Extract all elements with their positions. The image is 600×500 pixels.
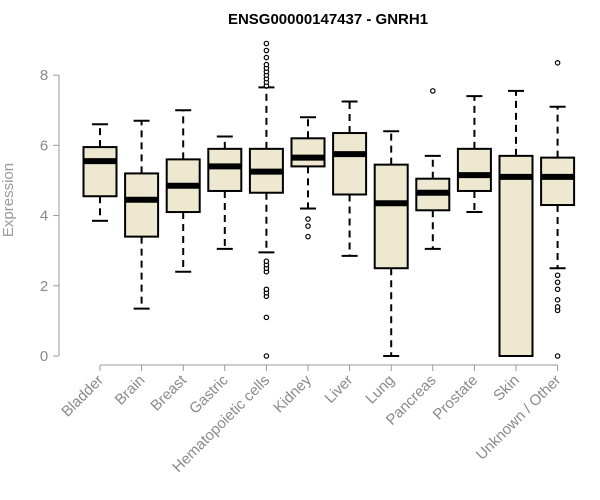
iqr-box — [540, 156, 576, 207]
box-bladder — [82, 123, 118, 222]
outlier-point — [554, 353, 561, 359]
y-tick-label: 0 — [40, 348, 48, 365]
y-axis-label: Expression — [0, 163, 17, 237]
outlier-point — [554, 286, 561, 293]
outlier-point — [263, 47, 270, 54]
x-tick-label: Brain — [112, 372, 149, 409]
iqr-box — [498, 154, 534, 357]
outlier-point — [554, 60, 561, 66]
y-tick-label: 8 — [40, 67, 48, 84]
chart-title: ENSG00000147437 - GNRH1 — [228, 11, 428, 28]
box-kidney — [290, 116, 326, 240]
outlier-point — [554, 272, 561, 279]
iqr-box — [207, 147, 243, 192]
box-hematopoietic-cells — [248, 40, 284, 359]
x-tick-label: Breast — [147, 371, 190, 414]
x-tick-label: Skin — [490, 372, 523, 405]
box-gastric — [207, 135, 243, 250]
x-tick-label: Kidney — [270, 371, 315, 416]
x-tick-label: Bladder — [58, 372, 107, 421]
box-unknown-other — [540, 60, 576, 359]
x-tick-label: Prostate — [430, 372, 482, 424]
iqr-box — [124, 172, 160, 238]
outlier-point — [305, 233, 311, 240]
outlier-point — [429, 88, 436, 94]
x-tick-label: Liver — [321, 372, 356, 407]
x-tick-label: Lung — [362, 372, 398, 408]
outlier-point — [554, 304, 561, 310]
box-lung — [373, 130, 409, 357]
box-brain — [124, 119, 160, 310]
iqr-box — [332, 132, 368, 196]
outlier-point — [263, 61, 270, 68]
outlier-point — [263, 286, 270, 293]
outlier-point — [263, 314, 270, 321]
outlier-point — [263, 353, 270, 359]
y-axis: 0 2 4 6 8 — [40, 67, 60, 365]
outlier-point — [305, 216, 311, 222]
iqr-box — [290, 137, 326, 168]
boxes-group — [82, 40, 576, 359]
outlier-point — [263, 40, 270, 47]
y-tick-label: 2 — [40, 278, 48, 295]
outlier-point — [263, 54, 270, 61]
iqr-box — [456, 147, 492, 192]
outlier-point — [305, 223, 311, 229]
box-skin — [498, 89, 534, 357]
box-pancreas — [415, 88, 451, 250]
box-prostate — [456, 95, 492, 214]
y-tick-label: 6 — [40, 137, 48, 154]
box-liver — [332, 100, 368, 257]
box-breast — [165, 109, 201, 273]
outlier-point — [554, 297, 561, 303]
iqr-box — [82, 146, 118, 198]
outlier-point — [263, 258, 270, 265]
y-tick-label: 4 — [40, 208, 48, 225]
iqr-box — [373, 163, 409, 270]
outlier-point — [554, 279, 561, 286]
